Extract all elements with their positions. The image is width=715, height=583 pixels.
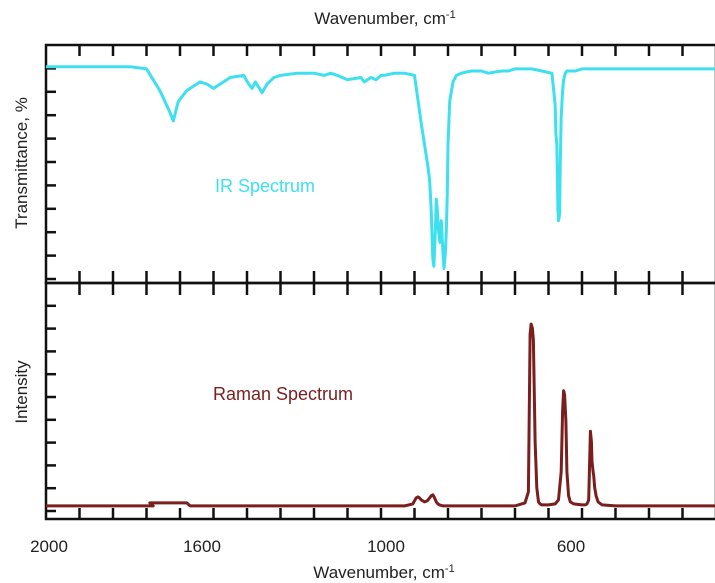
axis-ticks <box>46 45 684 519</box>
ir-series-line <box>46 65 715 270</box>
raman-series-line <box>46 322 715 508</box>
top-axis-title: Wavenumber, cm-1 <box>314 9 455 28</box>
tick-label-600: 600 <box>557 537 585 556</box>
raman-frame <box>44 281 715 521</box>
raman-annotation: Raman Spectrum <box>213 384 353 404</box>
tick-label-1000: 1000 <box>367 537 405 556</box>
raman-ylabel: Intensity <box>12 360 31 424</box>
ir-ylabel: Transmittance, % <box>12 97 31 229</box>
tick-label-2000: 2000 <box>30 537 68 556</box>
ir-annotation: IR Spectrum <box>215 176 315 196</box>
bottom-axis-title: Wavenumber, cm-1 <box>313 563 454 582</box>
tick-label-1600: 1600 <box>183 537 221 556</box>
ir-frame <box>44 43 715 285</box>
